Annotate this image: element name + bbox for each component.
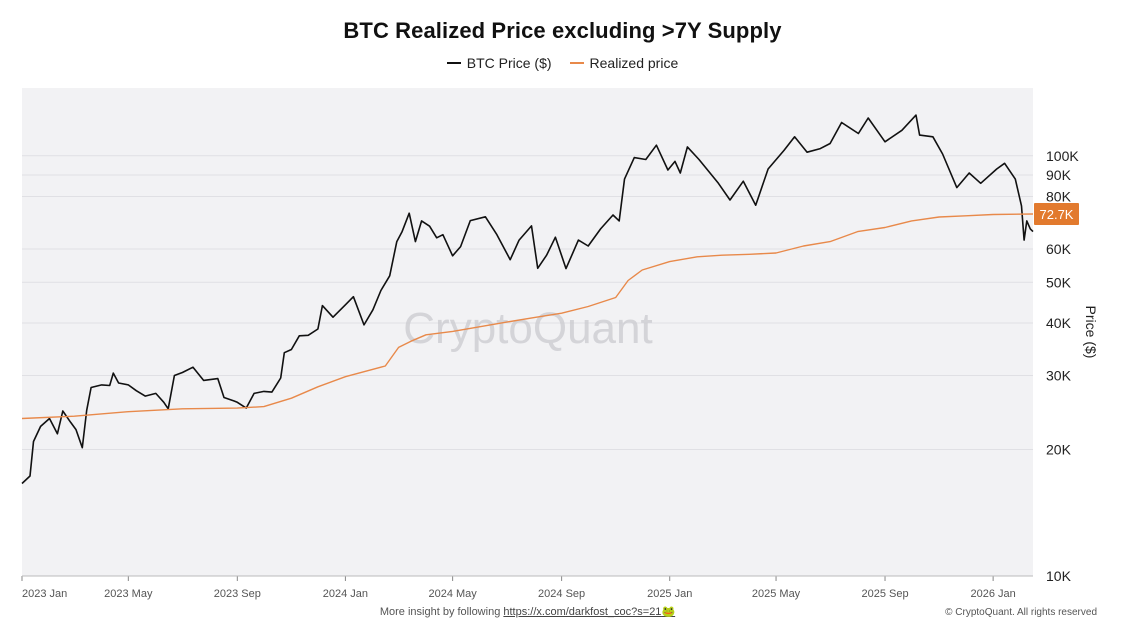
series-line-realized-price (21, 213, 1034, 420)
x-tick-label: 2024 Sep (538, 588, 585, 600)
footer-note: More insight by following https://x.com/… (0, 605, 1055, 618)
y-tick-label: 30K (1046, 368, 1072, 384)
y-tick-label: 90K (1046, 167, 1072, 183)
legend-label-btc-price: BTC Price ($) (466, 55, 552, 71)
footer-link-text: https://x.com/darkfost_coc?s=21 (503, 606, 662, 618)
watermark: CryptoQuant (403, 304, 652, 353)
plot-area (22, 88, 1033, 576)
y-tick-label: 40K (1046, 315, 1072, 331)
y-axis-title: Price ($) (1083, 306, 1099, 359)
footer-link[interactable]: https://x.com/darkfost_coc?s=21🐸 (503, 606, 675, 618)
legend-item-btc-price[interactable]: BTC Price ($) (446, 55, 552, 71)
legend-label-realized-price: Realized price (589, 55, 679, 71)
legend: BTC Price ($) Realized price (0, 55, 1125, 71)
x-tick-label: 2025 Sep (861, 588, 908, 600)
series-line-btc-price (21, 114, 1034, 485)
chart-title: BTC Realized Price excluding >7Y Supply (343, 18, 782, 43)
y-tick-label: 60K (1046, 241, 1072, 257)
x-tick-label: 2023 Sep (214, 588, 261, 600)
x-tick-label: 2024 Jan (323, 588, 368, 600)
copyright-text: © CryptoQuant. All rights reserved (945, 607, 1097, 618)
footer-insight-text: More insight by following (379, 606, 501, 618)
frog-emoji-icon: 🐸 (661, 606, 676, 618)
realized-price-badge (1034, 202, 1079, 225)
x-tick-label: 2025 May (752, 588, 801, 600)
legend-item-realized-price[interactable]: Realized price (569, 55, 679, 71)
y-tick-label: 50K (1046, 274, 1072, 290)
y-tick-label: 20K (1046, 442, 1072, 458)
realized-price-badge-label: 72.7K (1040, 207, 1074, 222)
x-tick-label: 2023 Jan (22, 588, 67, 600)
x-tick-label: 2026 Jan (970, 588, 1015, 600)
y-tick-label: 100K (1046, 148, 1079, 164)
x-tick-label: 2023 May (104, 588, 153, 600)
x-tick-label: 2024 May (428, 588, 477, 600)
x-tick-label: 2025 Jan (647, 588, 692, 600)
legend-swatch-btc-price (446, 62, 461, 64)
legend-swatch-realized-price (569, 62, 584, 64)
y-tick-label: 80K (1046, 189, 1072, 205)
y-tick-label: 10K (1046, 568, 1072, 584)
